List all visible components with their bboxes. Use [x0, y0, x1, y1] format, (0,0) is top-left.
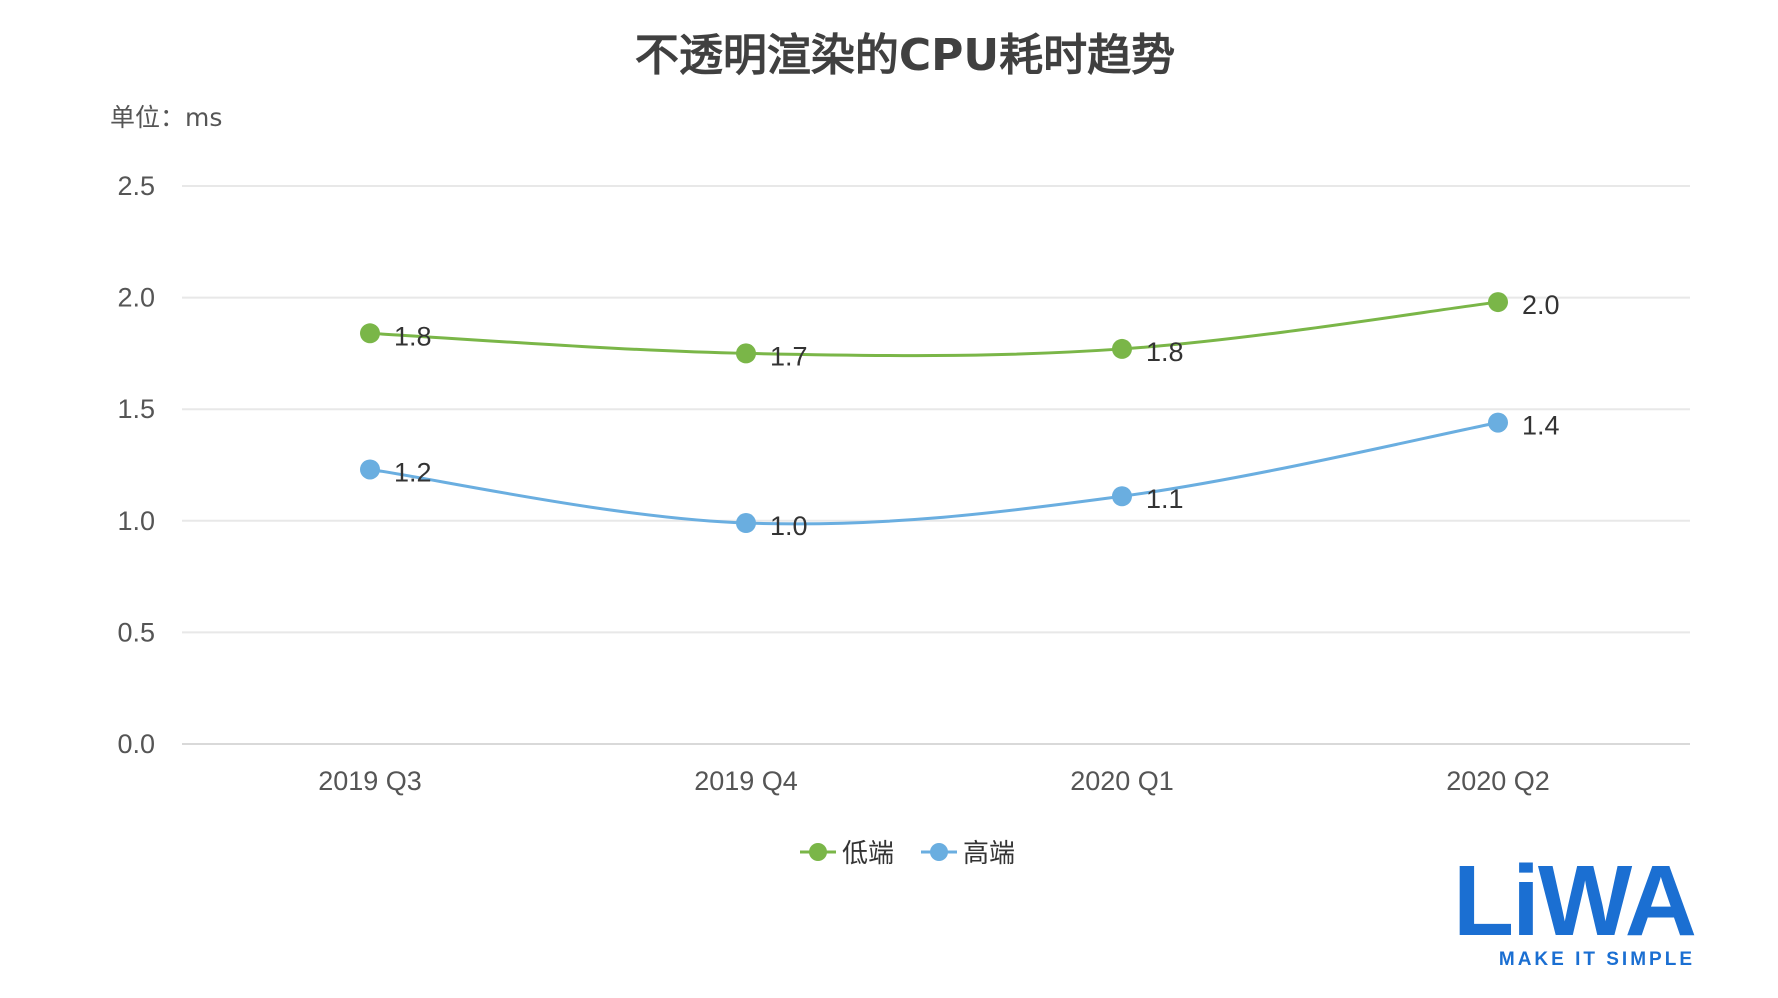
gridlines	[182, 185, 1690, 745]
logo-wordmark: LiWA	[1453, 845, 1695, 957]
data-point	[1112, 486, 1132, 507]
logo-tagline: MAKE IT SIMPLE	[1499, 949, 1695, 970]
legend-item: 低端	[800, 839, 894, 869]
legend: 低端 高端	[800, 839, 1015, 869]
series-line	[369, 421, 1499, 526]
y-tick-label: 2.5	[117, 171, 155, 201]
data-label: 1.4	[1522, 411, 1560, 441]
data-label: 1.8	[394, 321, 432, 351]
data-point	[360, 459, 380, 480]
series-layer: 1.8 1.7 1.8 2.0 1.2 1.0 1.1 1.4	[360, 290, 1560, 541]
data-label: 1.8	[1146, 337, 1184, 367]
data-label: 2.0	[1522, 290, 1560, 320]
data-point	[360, 323, 380, 344]
data-label: 1.1	[1146, 484, 1184, 514]
data-label: 1.0	[770, 511, 808, 541]
legend-item: 高端	[921, 839, 1015, 869]
data-point	[1488, 292, 1508, 313]
unit-label: 单位：ms	[110, 103, 222, 132]
x-axis-ticks: 2019 Q3 2019 Q4 2020 Q1 2020 Q2	[318, 766, 1550, 796]
legend-label: 高端	[963, 839, 1015, 869]
data-point	[736, 513, 756, 534]
y-tick-label: 0.5	[117, 617, 155, 647]
data-label: 1.7	[770, 341, 808, 371]
y-tick-label: 2.0	[117, 283, 155, 313]
series-line	[369, 300, 1499, 358]
legend-marker	[930, 843, 948, 861]
data-label: 1.2	[394, 457, 432, 487]
series-high-end: 1.2 1.0 1.1 1.4	[360, 411, 1560, 541]
chart-title: 不透明渲染的CPU耗时趋势	[635, 30, 1175, 81]
data-point	[1488, 412, 1508, 433]
y-tick-label: 0.0	[117, 729, 155, 759]
data-point	[1112, 338, 1132, 359]
y-axis-ticks: 0.0 0.5 1.0 1.5 2.0 2.5	[117, 171, 155, 759]
x-tick-label: 2020 Q1	[1070, 766, 1174, 796]
y-tick-label: 1.0	[117, 506, 155, 536]
liwa-logo: LiWA MAKE IT SIMPLE	[1453, 845, 1697, 970]
x-tick-label: 2019 Q4	[694, 766, 798, 796]
data-point	[736, 343, 756, 364]
legend-marker	[809, 843, 827, 861]
x-tick-label: 2019 Q3	[318, 766, 422, 796]
x-tick-label: 2020 Q2	[1446, 766, 1550, 796]
legend-label: 低端	[842, 839, 894, 869]
series-low-end: 1.8 1.7 1.8 2.0	[360, 290, 1560, 371]
y-tick-label: 1.5	[117, 394, 155, 424]
